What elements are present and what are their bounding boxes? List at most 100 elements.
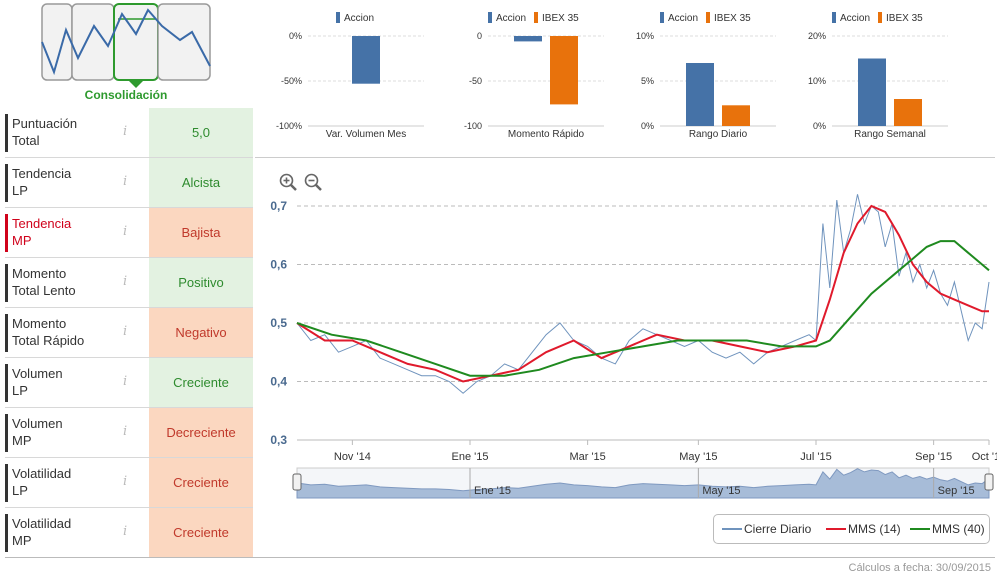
x-tick-label: Mar '15 — [569, 451, 605, 463]
metric-row: Tendencia LP i Alcista — [5, 158, 253, 208]
legend-swatch — [878, 12, 882, 23]
mini-chart-rango-semanal: Accion IBEX 35 20% 10% 0% Rango Semanal — [808, 12, 948, 140]
legend-swatch — [706, 12, 710, 23]
navigator-tick-label: Sep '15 — [938, 485, 975, 497]
info-icon[interactable]: i — [123, 274, 128, 289]
metrics-list: Puntuación Total i 5,0 Tendencia LP i Alcista Te… — [5, 108, 253, 558]
navigator-handle-right[interactable] — [984, 473, 994, 491]
metric-label: Momento Total Rápido — [12, 315, 122, 349]
legend-label: Accion — [668, 13, 698, 24]
metric-marker — [5, 364, 8, 402]
metric-label: Volatilidad MP — [12, 515, 122, 549]
info-icon[interactable]: i — [123, 424, 128, 439]
info-icon[interactable]: i — [123, 374, 128, 389]
metric-marker — [5, 264, 8, 302]
metric-label: Tendencia LP — [12, 165, 122, 199]
metric-label-line1: Volumen — [12, 366, 63, 381]
bar-ibex — [550, 36, 578, 105]
x-tick-label: Oct '15 — [972, 451, 997, 463]
info-icon[interactable]: i — [123, 524, 128, 539]
legend-label: IBEX 35 — [542, 13, 579, 24]
bar-ibex — [894, 99, 922, 126]
metric-value: Decreciente — [149, 408, 253, 457]
mini-chart-volumen: Accion 0% -50% -100% Var. Volumen Mes — [276, 12, 424, 140]
metric-label-line2: Total Rápido — [12, 333, 85, 348]
metric-row: Tendencia MP i Bajista — [5, 208, 253, 258]
metric-marker — [5, 514, 8, 552]
navigator-tick-label: May '15 — [702, 485, 740, 497]
y-tick-label: 0,5 — [270, 316, 287, 330]
zoom-out-icon[interactable] — [304, 173, 322, 191]
metric-marker — [5, 464, 8, 502]
metric-row: Momento Total Rápido i Negativo — [5, 308, 253, 358]
navigator-tick-label: Ene '15 — [474, 485, 511, 497]
info-icon[interactable]: i — [123, 124, 128, 139]
legend-label: Accion — [344, 13, 374, 24]
legend-swatch — [660, 12, 664, 23]
calculation-date: Cálculos a fecha: 30/09/2015 — [848, 562, 992, 574]
legend-label: Accion — [496, 13, 526, 24]
info-icon[interactable]: i — [123, 224, 128, 239]
metric-value: Positivo — [149, 258, 253, 307]
metric-label-line1: Volumen — [12, 416, 63, 431]
footer-divider — [5, 557, 995, 558]
info-icon[interactable]: i — [123, 474, 128, 489]
bar-accion — [352, 36, 380, 84]
legend-label: IBEX 35 — [886, 13, 923, 24]
metric-value: Creciente — [149, 508, 253, 557]
metric-value: Negativo — [149, 308, 253, 357]
metric-value: 5,0 — [149, 108, 253, 157]
metric-value: Creciente — [149, 358, 253, 407]
tick-label: 0% — [289, 31, 302, 41]
y-tick-label: 0,6 — [270, 258, 287, 272]
metric-marker — [5, 214, 8, 252]
metric-label-line1: Volatilidad — [12, 516, 72, 531]
tick-label: 10% — [636, 31, 654, 41]
mms14-line — [296, 204, 989, 383]
x-tick-label: Jul '15 — [800, 451, 831, 463]
metric-label-line2: MP — [12, 433, 32, 448]
info-icon[interactable]: i — [123, 174, 128, 189]
metric-label: Volatilidad LP — [12, 465, 122, 499]
metric-label: Puntuación Total — [12, 115, 122, 149]
zoom-in-icon[interactable] — [279, 173, 297, 191]
x-tick-label: Sep '15 — [915, 451, 952, 463]
info-icon[interactable]: i — [123, 324, 128, 339]
metric-label: Volumen MP — [12, 415, 122, 449]
legend-mms40[interactable]: MMS (40) — [932, 522, 985, 536]
legend-cierre[interactable]: Cierre Diario — [744, 522, 812, 536]
bar-accion — [514, 36, 542, 42]
mini-chart-title: Rango Semanal — [854, 129, 926, 140]
x-tick-label: May '15 — [679, 451, 717, 463]
metric-value: Bajista — [149, 208, 253, 257]
metric-marker — [5, 114, 8, 152]
mini-chart-rango-diario: Accion IBEX 35 10% 5% 0% Rango Diario — [636, 12, 776, 140]
bar-accion — [686, 63, 714, 126]
cierre-diario-line — [296, 194, 990, 394]
x-tick-label: Ene '15 — [452, 451, 489, 463]
metric-marker — [5, 164, 8, 202]
tick-label: 10% — [808, 76, 826, 86]
tick-label: 20% — [808, 31, 826, 41]
consolidation-logo — [41, 3, 211, 88]
tick-label: 5% — [641, 76, 654, 86]
legend-swatch — [832, 12, 836, 23]
navigator-handle-left[interactable] — [292, 473, 302, 491]
section-divider — [255, 157, 995, 158]
metric-label-line2: MP — [12, 233, 32, 248]
mini-chart-title: Momento Rápido — [508, 129, 585, 140]
metric-label-line1: Tendencia — [12, 216, 72, 231]
y-tick-label: 0,3 — [270, 433, 287, 447]
metric-value: Alcista — [149, 158, 253, 207]
bar-ibex — [722, 105, 750, 126]
mini-chart-title: Var. Volumen Mes — [326, 129, 406, 140]
legend-mms14[interactable]: MMS (14) — [848, 522, 901, 536]
tick-label: -100 — [464, 121, 482, 131]
metric-label-line1: Puntuación — [12, 116, 78, 131]
legend-label: IBEX 35 — [714, 13, 751, 24]
metric-value: Creciente — [149, 458, 253, 507]
metric-marker — [5, 314, 8, 352]
tick-label: 0% — [813, 121, 826, 131]
y-tick-label: 0,7 — [270, 199, 287, 213]
x-tick-label: Nov '14 — [334, 451, 371, 463]
